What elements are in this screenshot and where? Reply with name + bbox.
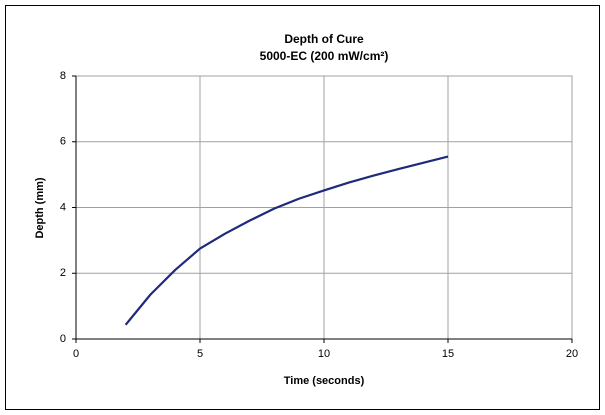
chart-title: Depth of Cure [284, 32, 364, 46]
y-axis-label: Depth (mm) [34, 177, 46, 238]
x-tick-label: 0 [73, 348, 79, 360]
y-tick-label: 2 [60, 267, 66, 279]
y-tick-label: 8 [60, 70, 66, 82]
x-tick-label: 15 [442, 348, 454, 360]
x-tick-label: 10 [318, 348, 330, 360]
y-tick-label: 4 [60, 201, 66, 213]
chart-subtitle: 5000-EC (200 mW/cm²) [260, 49, 389, 63]
x-axis-label: Time (seconds) [284, 375, 365, 387]
y-tick-label: 6 [60, 136, 66, 148]
x-tick-label: 5 [197, 348, 203, 360]
x-tick-label: 20 [566, 348, 578, 360]
data-line [124, 155, 449, 326]
y-tick-label: 0 [60, 333, 66, 345]
